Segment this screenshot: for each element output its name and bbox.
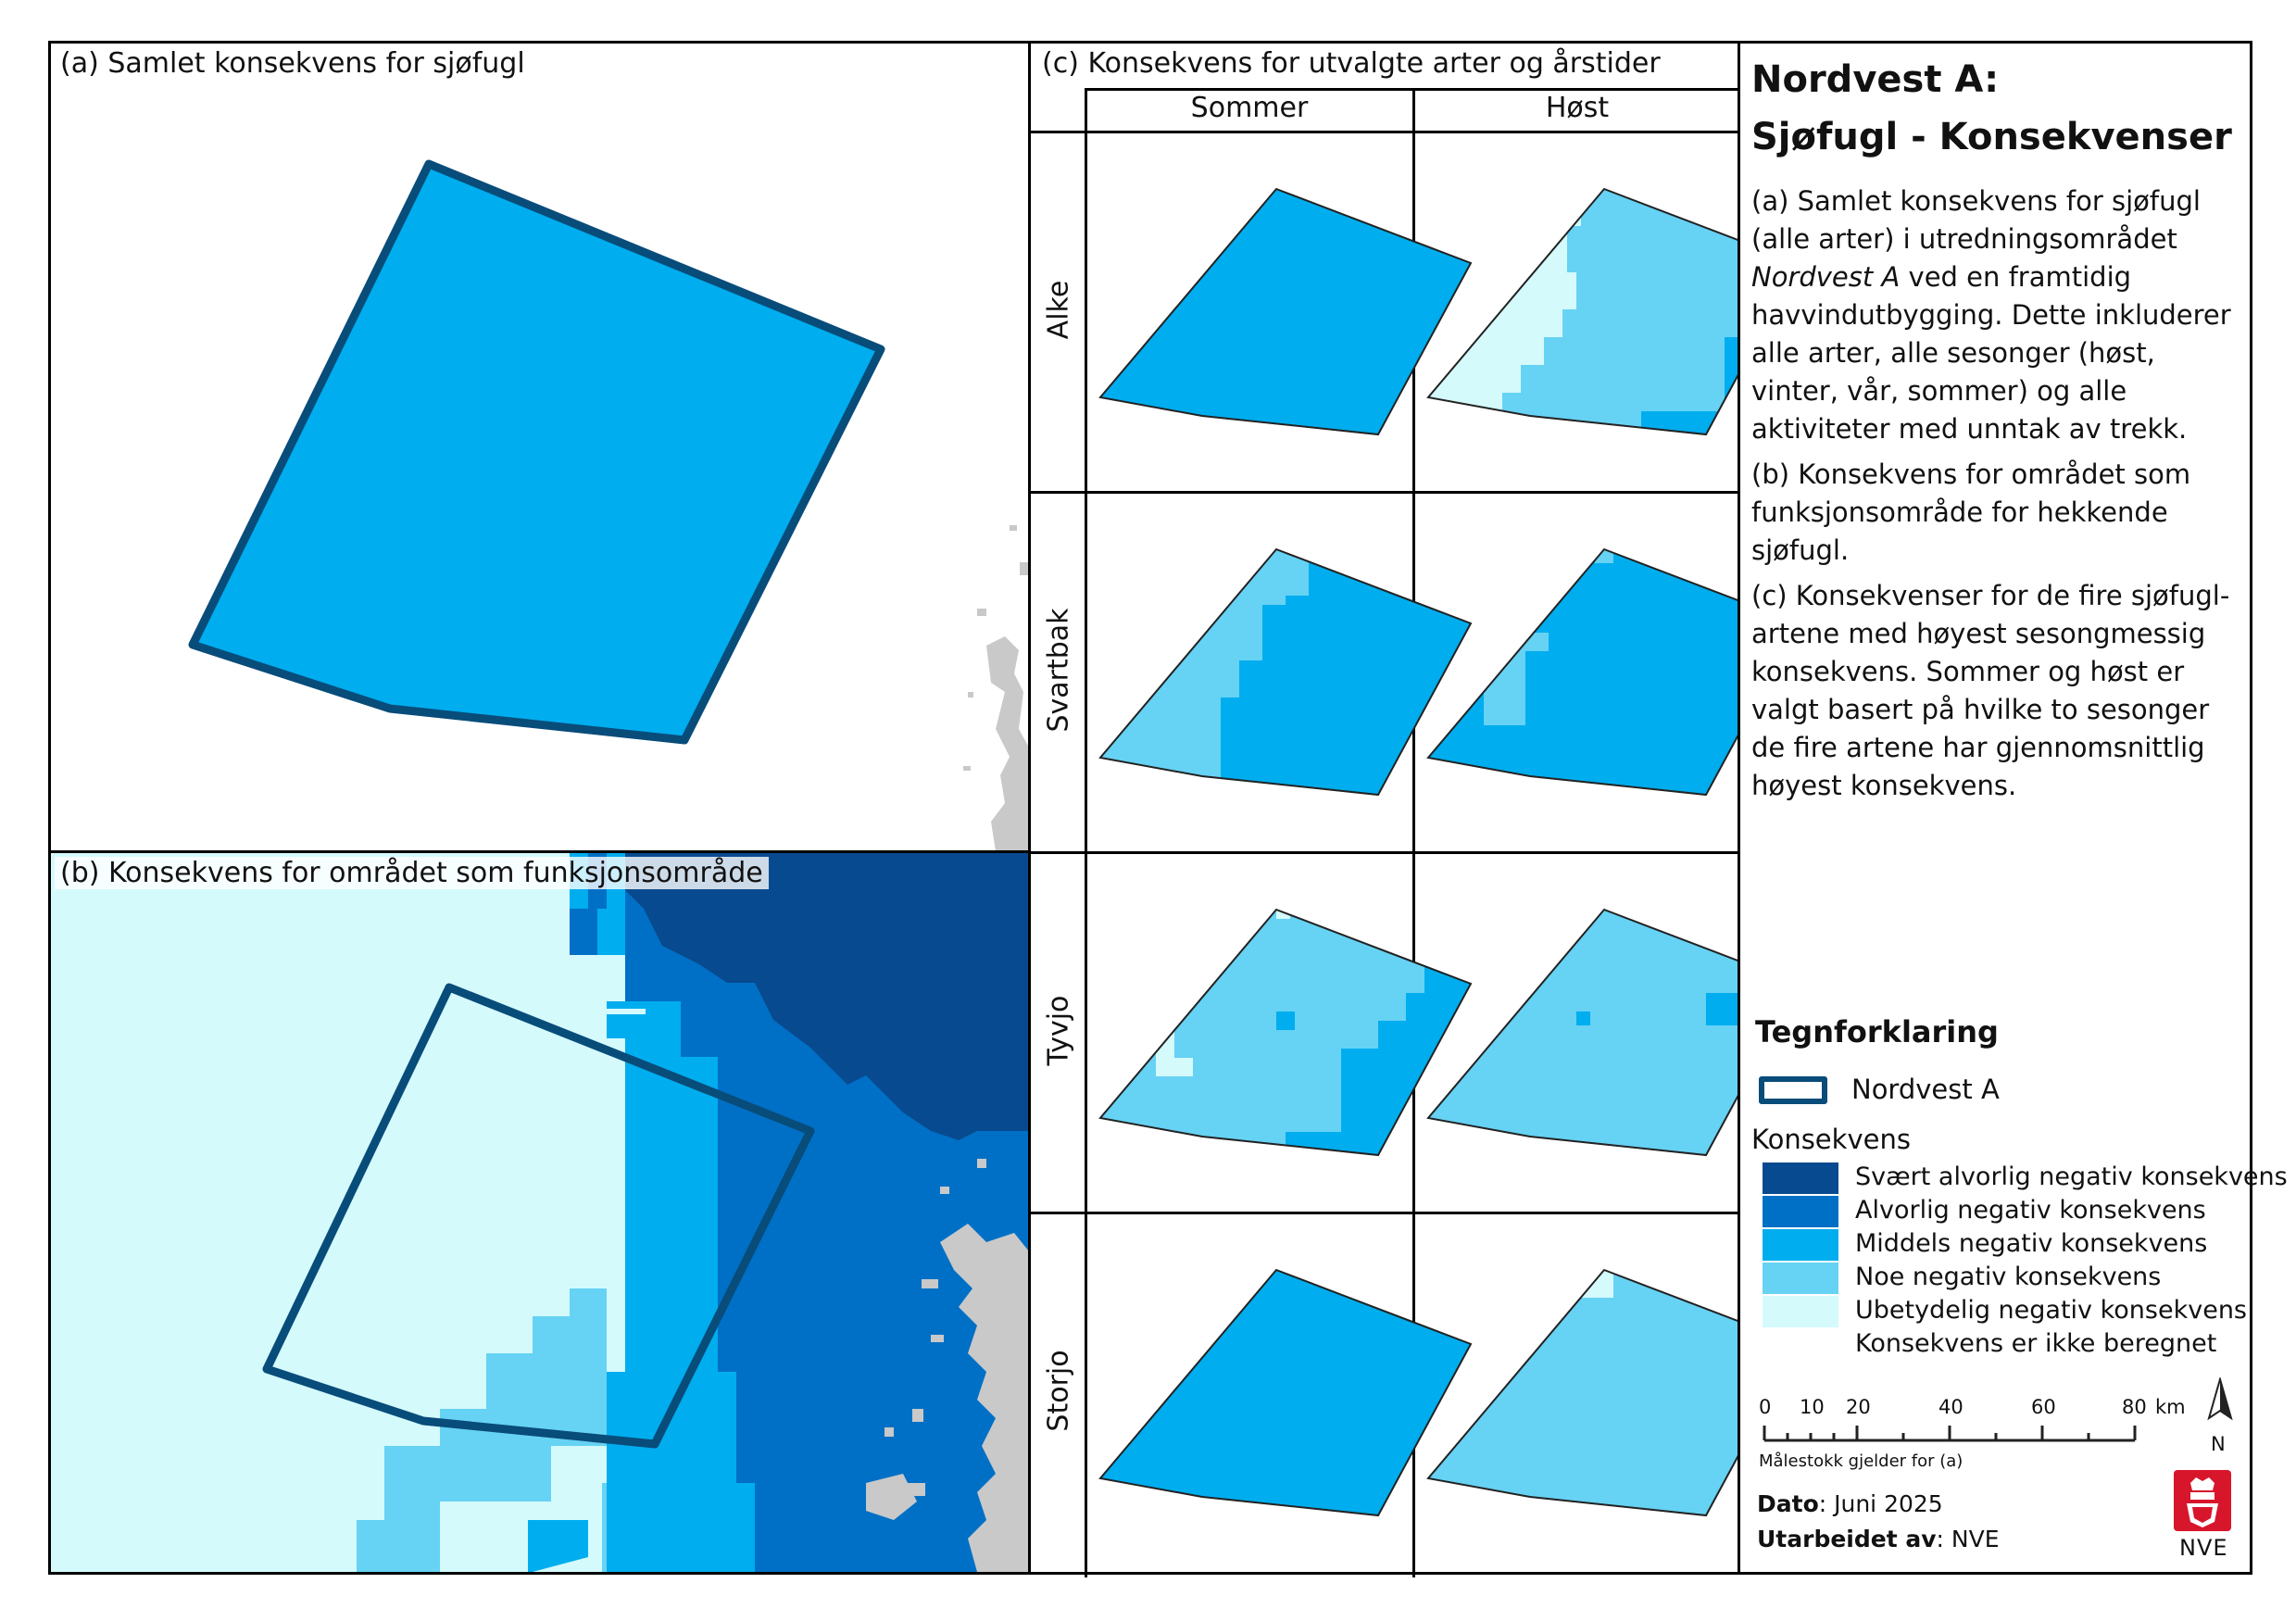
column-header-host: Høst [1545, 92, 1610, 124]
legend-area-label: Nordvest A [1851, 1074, 2000, 1105]
logo-text: NVE [2179, 1535, 2228, 1561]
legend-item-label: Middels negativ konsekvens [1855, 1229, 2208, 1258]
author-info: Utarbeidet av: NVE [1757, 1526, 2000, 1552]
panel-c-grid: (c) Konsekvens for utvalgte arter og års… [1028, 41, 1744, 1577]
legend-item-label: Svært alvorlig negativ konsekvens [1855, 1162, 2288, 1191]
nordvest-a-polygon-b [262, 983, 815, 1449]
legend-swatch [1763, 1263, 1838, 1294]
map-tyvjo-sommer [1098, 908, 1473, 1157]
info-panel: Nordvest A: Sjøfugl - Konsekvenser (a) S… [1738, 41, 2288, 1575]
legend-item-label: Alvorlig negativ konsekvens [1855, 1196, 2206, 1225]
legend-swatch [1763, 1162, 1838, 1194]
legend-swatch [1763, 1329, 1838, 1361]
scale-note: Målestokk gjelder for (a) [1759, 1451, 1964, 1471]
scale-line [1763, 1426, 2137, 1442]
legend-swatch [1763, 1296, 1838, 1327]
north-label: N [2211, 1433, 2226, 1455]
legend-item-label: Konsekvens er ikke beregnet [1855, 1329, 2217, 1358]
north-arrow-icon [2207, 1377, 2233, 1421]
scale-tick-label: 80 [2122, 1396, 2147, 1418]
land-coast-b [866, 1159, 1029, 1572]
panel-a-map: (a) Samlet konsekvens for sjøfugl [48, 41, 1032, 854]
description-a: (a) Samlet konsekvens for sjøfugl (alle … [1751, 185, 2231, 445]
map-tyvjo-host [1426, 908, 1744, 1157]
land-coast-a [963, 525, 1029, 851]
column-header-sommer: Sommer [1190, 92, 1309, 124]
panel-b-map: (b) Konsekvens for området som funksjons… [48, 850, 1032, 1575]
map-storjo-host [1426, 1268, 1744, 1517]
scale-tick-label: 10 [1800, 1396, 1825, 1418]
title-line-1: Nordvest A: [1751, 58, 2000, 101]
crown-lion-icon [2187, 1477, 2218, 1527]
panel-a-label: (a) Samlet konsekvens for sjøfugl [60, 47, 525, 80]
legend-swatch [1763, 1229, 1838, 1261]
legend-konsekvens-title: Konsekvens [1751, 1124, 1911, 1155]
title-line-2: Sjøfugl - Konsekvenser [1751, 116, 2232, 158]
legend-swatch [1763, 1196, 1838, 1227]
legend-title: Tegnforklaring [1755, 1014, 1999, 1049]
nve-logo [2174, 1470, 2231, 1531]
panel-b-svg [51, 853, 1029, 1572]
panel-c-maps [1098, 187, 1744, 1517]
legend-item-label: Noe negativ konsekvens [1855, 1263, 2162, 1291]
scale-tick-label: 0 [1759, 1396, 1772, 1418]
panel-c-label: (c) Konsekvens for utvalgte arter og års… [1042, 47, 1661, 80]
panel-a-svg [188, 159, 1029, 851]
description-b: (b) Konsekvens for området som funksjons… [1751, 459, 2191, 566]
scale-tick-label: 60 [2031, 1396, 2056, 1418]
map-alke-sommer [1098, 187, 1473, 436]
scale-tick-label: 20 [1846, 1396, 1871, 1418]
legend-item-label: Ubetydelig negativ konsekvens [1855, 1296, 2247, 1325]
description: (a) Samlet konsekvens for sjøfugl (alle … [1751, 182, 2242, 812]
date-info: Dato: Juni 2025 [1757, 1490, 1943, 1517]
map-storjo-sommer [1098, 1268, 1473, 1517]
panel-b-label: (b) Konsekvens for området som funksjons… [55, 857, 769, 889]
scale-unit: km [2155, 1396, 2186, 1418]
map-alke-host [1426, 187, 1744, 436]
description-c: (c) Konsekvenser for de fire sjøfugl-art… [1751, 580, 2230, 801]
scale-tick-label: 40 [1938, 1396, 1964, 1418]
map-svartbak-host [1426, 547, 1744, 797]
legend-area-symbol [1759, 1076, 1827, 1104]
nordvest-a-polygon [188, 159, 885, 745]
map-svartbak-sommer [1098, 547, 1473, 797]
page-title: Nordvest A: Sjøfugl - Konsekvenser [1751, 51, 2232, 166]
